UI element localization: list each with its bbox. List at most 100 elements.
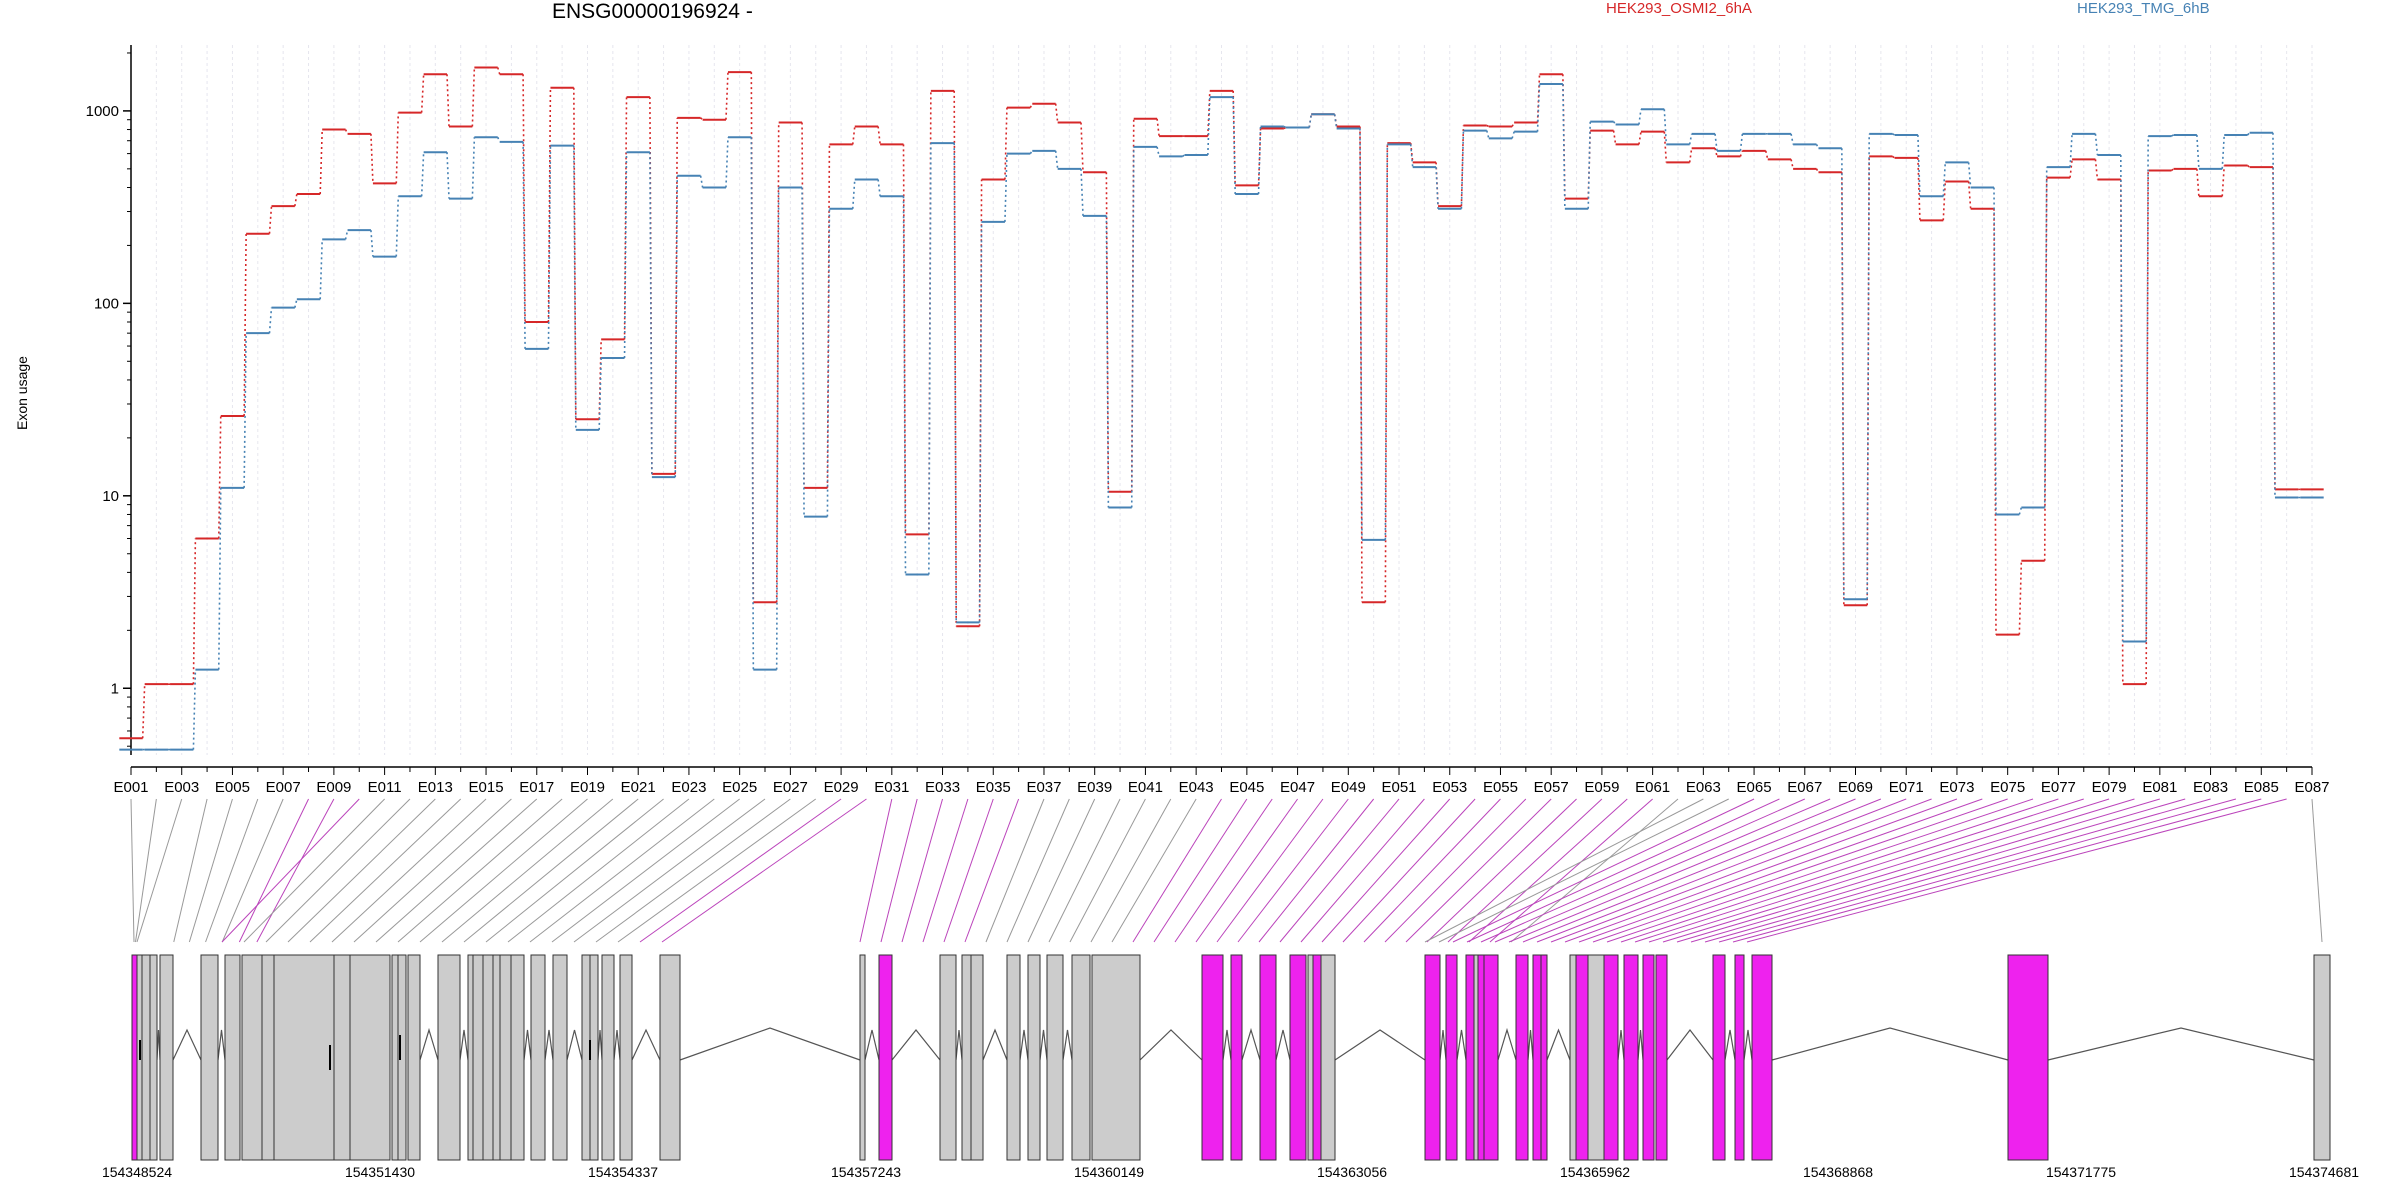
exon-connector-line [595, 798, 791, 943]
exon-block [601, 954, 615, 1161]
exon-connector-line [1508, 798, 1856, 943]
x-tick-label: E083 [2193, 779, 2228, 796]
exon-connector-line [1216, 798, 1324, 943]
genomic-tick-label: 154368868 [1803, 1164, 1873, 1180]
exon-connector-line [1480, 798, 1805, 943]
exon-block [261, 954, 275, 1161]
x-tick-label: E009 [316, 779, 351, 796]
exon-block [492, 954, 501, 1161]
x-tick-label: E085 [2244, 779, 2279, 796]
exon-connector-line [1447, 798, 1603, 943]
exon-connector-line [1174, 798, 1273, 943]
exon-block-highlighted [1230, 954, 1243, 1161]
genomic-tick-label: 154360149 [1074, 1164, 1144, 1180]
genomic-tick-label: 154348524 [102, 1164, 172, 1180]
exon-block [200, 954, 219, 1161]
x-tick-label: E023 [671, 779, 706, 796]
exon-connector-line [922, 798, 969, 943]
genomic-tick-label: 154363056 [1317, 1164, 1387, 1180]
exon-connector-line [1676, 798, 2160, 943]
exon-connector-line [1153, 798, 1248, 943]
exon-block [499, 954, 512, 1161]
exon-connector-line [1578, 798, 1983, 943]
genomic-tick-label: 154365962 [1560, 1164, 1630, 1180]
genomic-tick-label: 154351430 [345, 1164, 415, 1180]
y-tick-label: 1 [111, 680, 119, 697]
exon-connector-line [1494, 798, 1831, 943]
x-tick-label: E025 [722, 779, 757, 796]
exon-block [391, 954, 399, 1161]
y-tick-label: 100 [94, 295, 119, 312]
exon-connector-line [221, 798, 360, 943]
x-tick-label: E049 [1331, 779, 1366, 796]
x-tick-label: E039 [1077, 779, 1112, 796]
exon-block [241, 954, 263, 1161]
exon-block-highlighted [1751, 954, 1773, 1161]
exon-connector-line [1648, 798, 2110, 943]
exon-block [407, 954, 421, 1161]
exon-connector-line [639, 798, 842, 943]
exon-block [437, 954, 461, 1161]
exon-connector-line [485, 798, 664, 943]
exon-connector-line [880, 798, 918, 943]
exon-connector-line [419, 798, 588, 943]
exon-connector-line [1111, 798, 1197, 943]
exon-connector-line [1510, 798, 1679, 943]
exon-connector-line [573, 798, 766, 943]
exon-block [659, 954, 681, 1161]
exon-connector-line [1258, 798, 1375, 943]
exon-block-highlighted [131, 954, 138, 1161]
exon-block [1071, 954, 1091, 1161]
exon-block [2313, 954, 2331, 1161]
exon-connector-line [1424, 798, 1704, 943]
exon-connector-line [1592, 798, 2008, 943]
exon-connector-line [136, 798, 183, 943]
exon-connector-line [463, 798, 639, 943]
exon-connector-line [1522, 798, 1882, 943]
x-tick-label: E017 [519, 779, 554, 796]
exon-connector-line [1426, 798, 1577, 943]
exon-connector-line [1466, 798, 1780, 943]
x-tick-label: E029 [824, 779, 859, 796]
exon-connector-line [375, 798, 538, 943]
exon-connector-line [1069, 798, 1146, 943]
x-tick-label: E007 [266, 779, 301, 796]
exon-connector-line [1006, 798, 1070, 943]
exon-connector-line [1704, 798, 2211, 943]
exon-block [1569, 954, 1577, 1161]
exon-connector-line [1452, 798, 1755, 943]
exon-connector-line [221, 798, 284, 943]
exon-block [1027, 954, 1041, 1161]
exon-block [159, 954, 174, 1161]
x-tick-label: E077 [2041, 779, 2076, 796]
x-tick-label: E013 [418, 779, 453, 796]
exon-connector-line [1438, 798, 1729, 943]
exon-connector-line [1536, 798, 1907, 943]
exon-block [1046, 954, 1064, 1161]
y-tick-label: 1000 [86, 103, 119, 120]
exon-connector-line [1564, 798, 1958, 943]
exon-connector-line [1634, 798, 2084, 943]
genomic-tick-label: 154374681 [2289, 1164, 2359, 1180]
exon-connector-line [1732, 798, 2262, 943]
exon-block [1006, 954, 1021, 1161]
exon-connector-line [441, 798, 614, 943]
x-tick-label: E071 [1889, 779, 1924, 796]
exon-connector-line [859, 798, 893, 943]
exon-connector-line [397, 798, 563, 943]
exon-connector-line [243, 798, 385, 943]
exon-block-highlighted [1259, 954, 1277, 1161]
exon-connector-line [901, 798, 944, 943]
exon-block [859, 954, 866, 1161]
exon-block [1091, 954, 1141, 1161]
exon-connector-line [1606, 798, 2034, 943]
exon-block-highlighted [1623, 954, 1639, 1161]
exon-connector-line [1237, 798, 1349, 943]
exon-block-highlighted [878, 954, 893, 1161]
exon-connector-line [1027, 798, 1096, 943]
exon-block [467, 954, 474, 1161]
exon-connector-line [943, 798, 994, 943]
x-tick-label: E053 [1432, 779, 1467, 796]
exon-connector-line [287, 798, 436, 943]
exon-connector-line [1746, 798, 2287, 943]
